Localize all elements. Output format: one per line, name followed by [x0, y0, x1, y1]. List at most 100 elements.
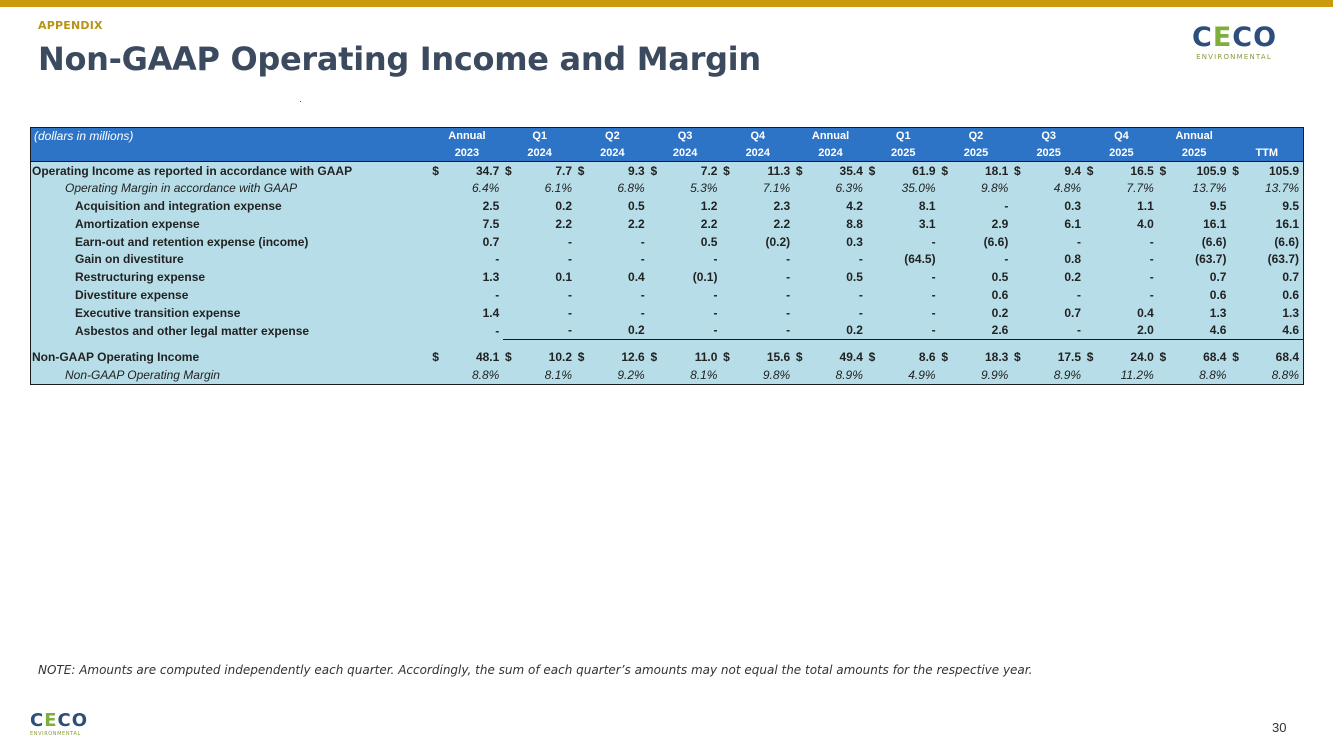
value-cell: 9.5 [1209, 198, 1227, 213]
value-cell: (6.6) [1274, 234, 1299, 249]
value-cell: 6.8% [617, 181, 645, 196]
currency-symbol [1085, 268, 1095, 286]
currency-symbol: $ [1086, 163, 1094, 178]
currency-symbol: $ [723, 163, 730, 178]
currency-symbol [794, 304, 804, 322]
value-cell: - [713, 287, 718, 302]
currency-symbol [1085, 197, 1095, 215]
currency-symbol: $ [432, 163, 439, 178]
currency-symbol [940, 233, 950, 251]
column-year: 2024 [576, 144, 649, 162]
value-cell: 0.7 [482, 234, 500, 249]
value-cell: 0.7 [1209, 270, 1227, 285]
value-cell: 8.1% [690, 367, 718, 382]
currency-symbol [1085, 286, 1095, 304]
value-cell: 0.2 [804, 321, 867, 340]
column-period: Annual [1157, 127, 1231, 145]
currency-symbol [431, 233, 441, 251]
spacer-cell [31, 339, 1304, 348]
currency-symbol [576, 215, 586, 233]
currency-symbol [1085, 321, 1096, 340]
currency-symbol [503, 250, 513, 268]
table-row: Amortization expense 7.5 2.2 2.2 2.2 2.2 8.8 3.… [31, 215, 1304, 233]
value-cell: - [786, 287, 791, 302]
value-cell: 15.6 [766, 350, 791, 365]
value-cell: 6.1 [1064, 216, 1082, 231]
value-cell: 8.8% [1271, 367, 1299, 382]
value-cell: 8.8% [471, 367, 500, 382]
currency-symbol [940, 179, 950, 197]
value-cell: 1.3 [1209, 305, 1227, 320]
currency-symbol [940, 250, 950, 268]
value-cell: - [1004, 252, 1009, 267]
currency-symbol [503, 286, 513, 304]
currency-symbol [1230, 215, 1240, 233]
logo-wordmark: CECO [30, 712, 90, 730]
row-label: Executive transition expense [75, 305, 241, 320]
value-cell: 68.4 [1275, 350, 1299, 365]
footnote: NOTE: Amounts are computed independently… [38, 663, 1033, 677]
header-row-year: 2023 2024 2024 2024 2024 2024 2025 2025 2025 2025… [30, 144, 1304, 162]
value-cell: 17.5 [1057, 350, 1082, 365]
table-row: Executive transition expense 1.4 - - - - - - 0.2… [31, 304, 1304, 322]
row-label: Acquisition and integration expense [75, 198, 282, 213]
currency-symbol [940, 366, 950, 384]
value-cell: 0.2 [555, 198, 573, 213]
currency-symbol: $ [795, 350, 803, 365]
value-cell: - [1149, 270, 1154, 285]
currency-symbol: $ [1014, 163, 1021, 178]
value-cell: - [858, 252, 863, 267]
logo-letter: C [1232, 22, 1254, 53]
value-cell: 0.3 [1064, 198, 1082, 213]
currency-symbol [1012, 215, 1022, 233]
currency-symbol [1230, 179, 1240, 197]
value-cell: 0.6 [1282, 287, 1299, 302]
currency-symbol: $ [1159, 350, 1167, 365]
currency-symbol [1230, 286, 1240, 304]
value-cell: 35.0% [901, 181, 936, 196]
currency-symbol [794, 233, 804, 251]
currency-symbol [867, 197, 877, 215]
currency-symbol [867, 250, 877, 268]
currency-symbol [431, 322, 441, 340]
currency-symbol [1085, 304, 1095, 322]
column-year: 2025 [1012, 144, 1086, 162]
currency-symbol [576, 250, 586, 268]
column-period: Q3 [648, 127, 722, 145]
header-spacer [30, 144, 431, 162]
logo-letter: O [71, 710, 89, 731]
value-cell: 0.7 [1064, 305, 1082, 320]
value-cell: (0.1) [692, 270, 718, 285]
value-cell: - [1149, 234, 1154, 249]
value-cell: - [568, 252, 573, 267]
column-period: Q4 [1085, 127, 1158, 145]
value-cell: - [1077, 234, 1082, 249]
value-cell: 2.3 [773, 198, 791, 213]
ceco-logo-footer: CECO ENVIRONMENTAL [30, 712, 90, 738]
currency-symbol [1012, 250, 1022, 268]
table-row: Restructuring expense 1.3 0.1 0.4 (0.1) - 0.5 -… [31, 268, 1304, 286]
column-year: 2024 [721, 144, 795, 162]
currency-symbol [431, 215, 441, 233]
value-cell: 13.7% [1264, 181, 1299, 196]
value-cell: - [786, 252, 791, 267]
currency-symbol [721, 179, 731, 197]
value-cell: 35.4 [839, 163, 863, 178]
value-cell: 9.4 [1064, 163, 1082, 178]
currency-symbol: $ [941, 350, 948, 365]
currency-symbol [1230, 233, 1240, 251]
value-cell: - [1077, 287, 1082, 302]
logo-letter: E [44, 710, 58, 731]
currency-symbol [721, 286, 731, 304]
currency-symbol [940, 215, 950, 233]
currency-symbol: $ [505, 163, 512, 178]
logo-subtitle: ENVIRONMENTAL [1196, 53, 1272, 61]
value-cell: 4.0 [1137, 216, 1154, 231]
currency-symbol [1012, 286, 1022, 304]
column-period [1230, 127, 1304, 145]
value-cell: 1.3 [1282, 305, 1299, 320]
currency-symbol [1012, 197, 1022, 215]
value-cell: 4.9% [908, 367, 936, 382]
table-row: Divestiture expense - - - - - - - 0.6 - - 0.6 0.6 [31, 286, 1304, 304]
currency-symbol [649, 215, 659, 233]
